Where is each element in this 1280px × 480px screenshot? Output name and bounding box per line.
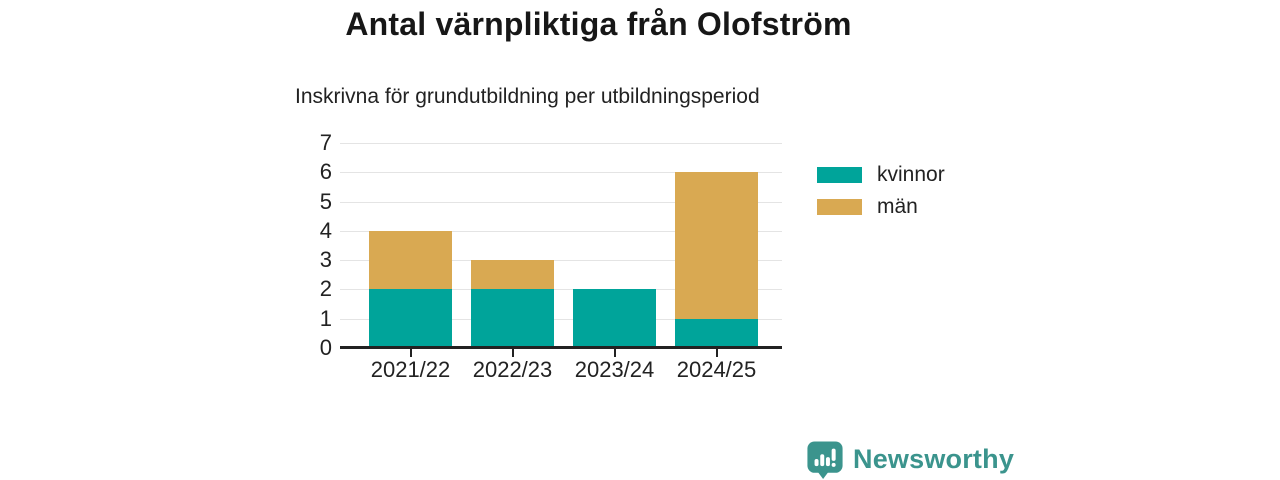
x-tick-2021-22: [409, 349, 412, 357]
x-tick-2022-23: [511, 349, 514, 357]
legend: kvinnor män: [817, 159, 945, 223]
y-axis: 0 1 2 3 4 5 6 7: [290, 132, 332, 359]
legend-swatch-kvinnor: [817, 167, 862, 183]
legend-label-kvinnor: kvinnor: [877, 163, 945, 186]
y-tick-label-4: 4: [319, 217, 332, 243]
gridline-y3: [340, 260, 782, 262]
y-tick-label-7: 7: [319, 130, 332, 155]
x-axis: 2021/22 2022/23 2023/24 2024/25: [340, 357, 782, 387]
gridline-y5: [340, 201, 782, 203]
bar-segment-män-2024-25: [675, 172, 758, 319]
gridline-y6: [340, 172, 782, 174]
bar-segment-kvinnor-2023-24: [573, 289, 656, 348]
x-tick-2024-25: [715, 349, 718, 357]
chart-subtitle: Inskrivna för grundutbildning per utbild…: [295, 85, 760, 108]
x-axis-line: [340, 346, 782, 349]
chart-title: Antal värnpliktiga från Olofström: [345, 6, 852, 42]
newsworthy-logo-icon: [807, 441, 843, 479]
legend-item-män: män: [817, 191, 945, 223]
x-tick-label-2022-23: 2022/23: [472, 357, 553, 382]
brand-name: Newsworthy: [853, 444, 1015, 474]
y-tick-label-2: 2: [319, 276, 332, 302]
bar-segment-män-2021-22: [369, 230, 452, 290]
x-tick-label-2024-25: 2024/25: [676, 357, 757, 382]
bar-segment-män-2022-23: [471, 260, 554, 290]
legend-item-kvinnor: kvinnor: [817, 159, 945, 191]
y-tick-label-3: 3: [319, 247, 332, 273]
legend-swatch-män: [817, 199, 862, 215]
gridline-y7: [340, 143, 782, 144]
y-tick-label-1: 1: [319, 305, 332, 331]
y-tick-label-6: 6: [319, 159, 332, 185]
plot-area: [340, 143, 782, 348]
gridline-y1: [340, 318, 782, 320]
bar-segment-kvinnor-2022-23: [471, 289, 554, 348]
bar-segment-kvinnor-2021-22: [369, 289, 452, 348]
bar-segment-kvinnor-2024-25: [675, 318, 758, 348]
x-tick-label-2021-22: 2021/22: [370, 357, 451, 382]
gridline-y4: [340, 230, 782, 232]
gridline-y2: [340, 289, 782, 291]
y-tick-label-0: 0: [319, 335, 332, 360]
y-tick-label-5: 5: [319, 188, 332, 214]
legend-label-män: män: [877, 195, 918, 218]
x-tick-2023-24: [613, 349, 616, 357]
x-tick-label-2023-24: 2023/24: [574, 357, 655, 382]
brand-footer[interactable]: Newsworthy: [806, 440, 1014, 479]
